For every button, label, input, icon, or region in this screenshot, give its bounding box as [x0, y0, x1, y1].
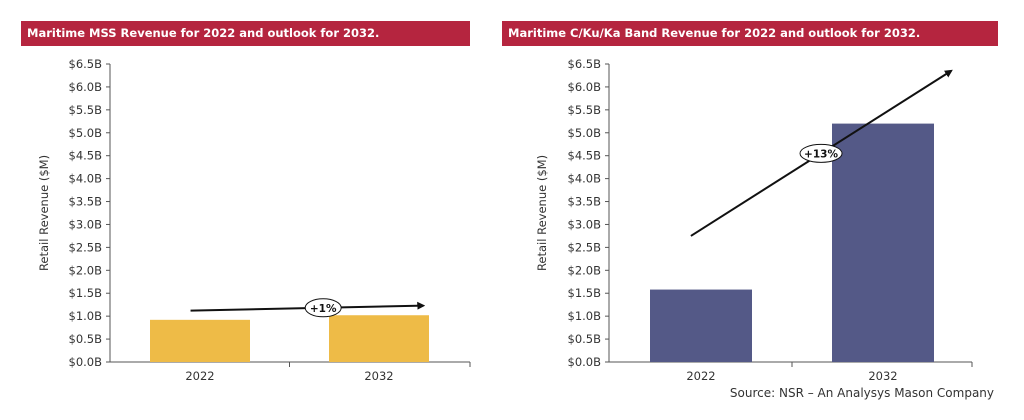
right-y-tick-label: $3.5B — [568, 195, 602, 209]
right-growth-badge — [799, 143, 843, 163]
left-chart-panel: Maritime MSS Revenue for 2022 and outloo… — [0, 0, 500, 390]
right-y-tick-label: $5.0B — [568, 126, 602, 140]
source-note: Source: NSR – An Analysys Mason Company — [729, 386, 994, 400]
left-y-tick-label: $4.5B — [69, 149, 103, 163]
left-bar-2022 — [150, 319, 250, 362]
left-y-tick-label: $5.5B — [69, 103, 103, 117]
left-y-tick-label: $6.0B — [69, 80, 103, 94]
right-y-axis-label: Retail Revenue ($M) — [535, 155, 549, 271]
right-category-label: 2032 — [868, 369, 897, 383]
right-y-tick-label: $1.0B — [568, 309, 602, 323]
left-growth-label: +1% — [310, 303, 337, 315]
left-y-tick-label: $0.0B — [69, 355, 103, 369]
right-y-tick-label: $6.5B — [568, 57, 602, 71]
left-category-label: 2032 — [364, 369, 393, 383]
left-y-tick-label: $3.5B — [69, 195, 103, 209]
right-y-tick-label: $0.0B — [568, 355, 602, 369]
left-growth-badge — [304, 298, 342, 318]
left-y-tick-label: $3.0B — [69, 217, 103, 231]
left-chart: $0.0B $0.5B $1.0B $1.5B $2.0B $2.5B $3.0B $3.5B… — [37, 57, 471, 383]
right-y-tick-label: $4.5B — [568, 149, 602, 163]
left-y-tick-label: $6.5B — [69, 57, 103, 71]
right-growth-label: +13% — [804, 148, 838, 160]
right-y-tick-label: $4.0B — [568, 172, 602, 186]
right-y-tick-label: $1.5B — [568, 286, 602, 300]
right-y-tick-label: $2.0B — [568, 263, 602, 277]
right-y-tick-label: $0.5B — [568, 332, 602, 346]
right-category-label: 2022 — [686, 369, 715, 383]
right-y-tick-label: $3.0B — [568, 217, 602, 231]
right-bar-2032 — [832, 123, 934, 362]
left-y-axis-label: Retail Revenue ($M) — [37, 155, 51, 271]
left-y-tick-label: $4.0B — [69, 172, 103, 186]
right-y-tick-label: $5.5B — [568, 103, 602, 117]
right-chart-title: Maritime C/Ku/Ka Band Revenue for 2022 a… — [502, 21, 998, 46]
left-chart-title: Maritime MSS Revenue for 2022 and outloo… — [21, 21, 470, 46]
left-bar-2032 — [329, 315, 429, 362]
left-y-tick-label: $2.5B — [69, 240, 103, 254]
left-y-tick-label: $1.0B — [69, 309, 103, 323]
left-y-tick-label: $2.0B — [69, 263, 103, 277]
right-bar-2022 — [650, 289, 752, 362]
right-chart: $0.0B $0.5B $1.0B $1.5B $2.0B $2.5B $3.0B $3.5B… — [535, 57, 973, 383]
left-y-tick-label: $5.0B — [69, 126, 103, 140]
right-y-tick-label: $2.5B — [568, 240, 602, 254]
left-category-label: 2022 — [185, 369, 214, 383]
right-y-tick-label: $6.0B — [568, 80, 602, 94]
left-y-tick-label: $0.5B — [69, 332, 103, 346]
left-y-tick-label: $1.5B — [69, 286, 103, 300]
right-chart-panel: Maritime C/Ku/Ka Band Revenue for 2022 a… — [502, 0, 1002, 390]
